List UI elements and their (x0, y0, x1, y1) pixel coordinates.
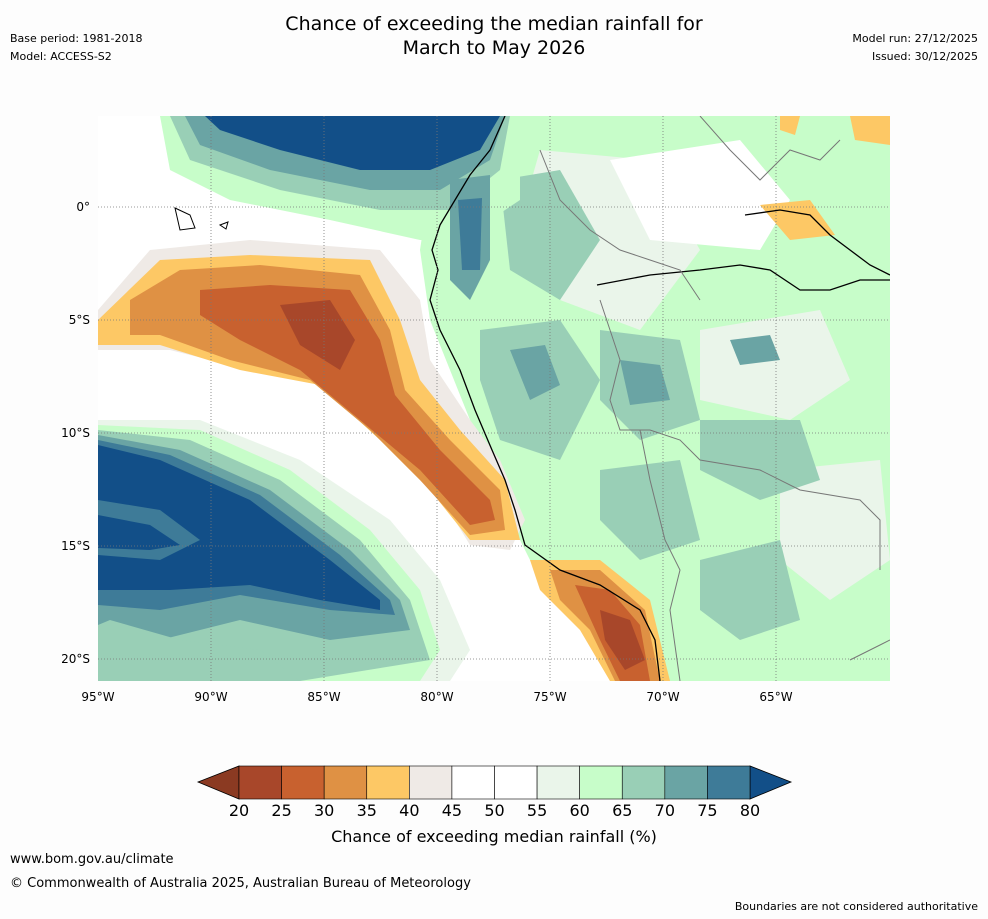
colorbar: 20 25 30 35 40 45 50 55 60 65 70 75 80 (196, 765, 793, 820)
lon-label-75w: 75°W (533, 690, 566, 704)
gridlines (98, 116, 890, 681)
lat-label-20s: 20°S (61, 652, 90, 666)
colorbar-swatch (494, 765, 538, 800)
lon-label-90w: 90°W (194, 690, 227, 704)
coastlines (174, 116, 890, 681)
lon-label-95w: 95°W (81, 690, 114, 704)
lon-label-70w: 70°W (646, 690, 679, 704)
footer-note: Boundaries are not considered authoritat… (734, 900, 978, 913)
colorbar-swatch (707, 765, 751, 800)
colorbar-tick-label: 75 (697, 801, 717, 820)
colorbar-tick-label: 50 (484, 801, 504, 820)
colorbar-low-arrow (196, 765, 240, 800)
colorbar-tick-label: 30 (314, 801, 334, 820)
colorbar-swatch (366, 765, 410, 800)
colorbar-high-arrow (749, 765, 793, 800)
lon-label-85w: 85°W (307, 690, 340, 704)
colorbar-label: Chance of exceeding median rainfall (%) (331, 827, 657, 846)
lon-label-80w: 80°W (420, 690, 453, 704)
model-name: Model: ACCESS-S2 (10, 50, 112, 63)
colorbar-tick-label: 20 (229, 801, 249, 820)
colorbar-tick-label: 40 (399, 801, 419, 820)
colorbar-tick-label: 65 (612, 801, 632, 820)
colorbar-swatch (536, 765, 580, 800)
colorbar-swatch (323, 765, 368, 800)
colorbar-tick-label: 45 (442, 801, 462, 820)
title-line-2: March to May 2026 (402, 37, 586, 59)
meta-right: Model run: 27/12/2025 Issued: 30/12/2025 (852, 30, 978, 66)
colorbar-swatch (409, 765, 453, 800)
lat-label-10s: 10°S (61, 426, 90, 440)
colorbar-tick-label: 55 (527, 801, 547, 820)
lat-label-5s: 5°S (69, 313, 90, 327)
colorbar-tick-label: 25 (271, 801, 291, 820)
lon-label-65w: 65°W (759, 690, 792, 704)
issued-date: Issued: 30/12/2025 (871, 50, 978, 63)
colorbar-tick-label: 60 (569, 801, 589, 820)
footer-copyright: © Commonwealth of Australia 2025, Austra… (10, 876, 471, 891)
colorbar-swatch (621, 765, 666, 800)
rainfall-shading (98, 116, 890, 681)
colorbar-tick-label: 80 (740, 801, 760, 820)
model-run: Model run: 27/12/2025 (852, 32, 978, 45)
lat-label-15s: 15°S (61, 539, 90, 553)
colorbar-swatch (238, 765, 282, 800)
colorbar-swatch (281, 765, 325, 800)
title-line-1: Chance of exceeding the median rainfall … (285, 13, 703, 35)
map-title: Chance of exceeding the median rainfall … (0, 12, 988, 60)
colorbar-tick-label: 35 (357, 801, 377, 820)
colorbar-tick-label: 70 (655, 801, 675, 820)
colorbar-swatch (451, 765, 495, 800)
base-period: Base period: 1981-2018 (10, 32, 143, 45)
footer-url[interactable]: www.bom.gov.au/climate (10, 852, 174, 867)
colorbar-swatch (664, 765, 708, 800)
colorbar-swatch (579, 765, 623, 800)
meta-left: Base period: 1981-2018 Model: ACCESS-S2 (10, 30, 142, 66)
lat-label-0: 0° (76, 200, 90, 214)
